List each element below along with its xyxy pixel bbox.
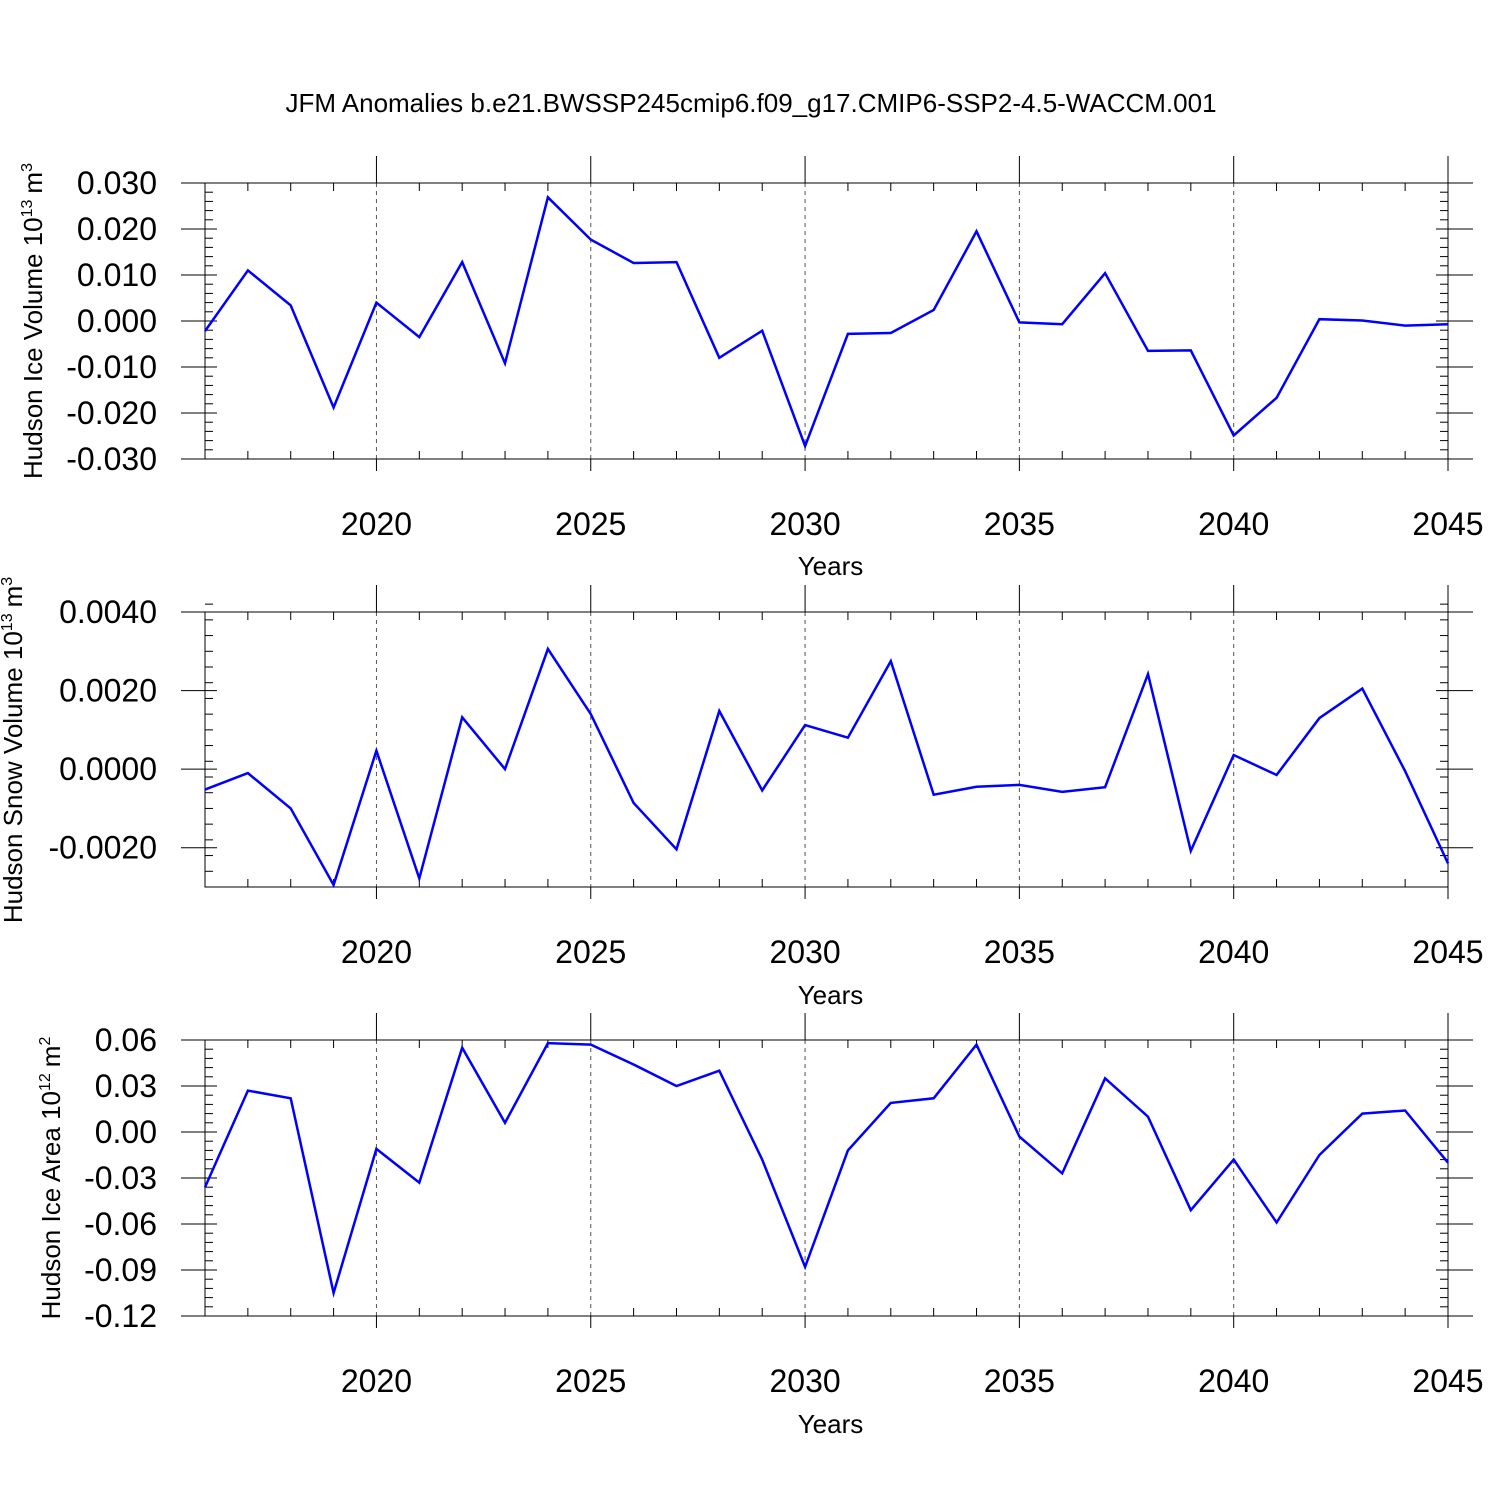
y-axis-title-text: Hudson Ice Volume 10	[18, 217, 48, 479]
x-tick-label: 2020	[341, 1363, 412, 1399]
y-axis-exponent: 13	[0, 613, 16, 631]
series-line	[203, 1041, 1449, 1298]
x-tick-label: 2040	[1198, 506, 1269, 542]
y-axis-unit-exponent: 2	[37, 1037, 54, 1046]
y-tick-label: 0.030	[77, 165, 157, 201]
y-axis-unit: m	[18, 172, 48, 194]
y-tick-label: 0.000	[77, 303, 157, 339]
y-axis-unit: m	[36, 1046, 66, 1068]
y-tick-label: 0.010	[77, 257, 157, 293]
y-axis-exponent: 12	[37, 1073, 54, 1091]
x-tick-label: 2030	[769, 934, 840, 970]
y-axis-title-text: Hudson Snow Volume 10	[0, 631, 28, 923]
panel-3: 2020 2025 2030 2035 2040 2045 0.06 0.03 0.00 -0.0…	[36, 1013, 1484, 1439]
y-tick-label: 0.0020	[59, 673, 157, 709]
x-tick-label: 2035	[984, 1363, 1055, 1399]
y-axis-unit-exponent: 3	[0, 577, 16, 586]
y-axis-unit-exponent: 3	[19, 163, 36, 172]
y-tick-label: 0.03	[95, 1068, 157, 1104]
plot-frame	[204, 182, 1449, 460]
x-axis-title: Years	[798, 551, 864, 581]
y-tick-label: -0.010	[66, 349, 157, 385]
y-tick-label: -0.0020	[48, 830, 157, 866]
x-tick-label: 2020	[341, 506, 412, 542]
y-tick-label: -0.12	[84, 1298, 157, 1334]
x-tick-label: 2030	[769, 1363, 840, 1399]
series-line	[204, 646, 1450, 889]
x-tick-label: 2040	[1198, 1363, 1269, 1399]
figure-title: JFM Anomalies b.e21.BWSSP245cmip6.f09_g1…	[285, 88, 1216, 118]
y-tick-label: -0.09	[84, 1252, 157, 1288]
y-axis-title: Hudson Ice Area 1012 m2	[36, 1037, 66, 1320]
x-tick-label: 2045	[1412, 934, 1483, 970]
x-tick-label: 2025	[555, 1363, 626, 1399]
y-tick-label: 0.020	[77, 211, 157, 247]
panel-1: 2020 2025 2030 2035 2040 2045 0.030 0.020 0.010 0…	[18, 156, 1484, 581]
panels: 2020 2025 2030 2035 2040 2045 0.030 0.020 0.010 0…	[0, 156, 1484, 1439]
y-axis-title-text: Hudson Ice Area 10	[36, 1091, 66, 1319]
y-axis-unit: m	[0, 586, 28, 608]
x-axis-title: Years	[798, 1409, 864, 1439]
y-tick-label: -0.020	[66, 395, 157, 431]
y-axis-exponent: 13	[19, 199, 36, 217]
y-tick-label: 0.00	[95, 1114, 157, 1150]
y-axis-title: Hudson Ice Volume 1013 m3	[18, 163, 48, 479]
x-tick-label: 2035	[984, 506, 1055, 542]
x-axis-title: Years	[798, 980, 864, 1010]
plot-frame	[204, 1039, 1449, 1317]
x-tick-label: 2040	[1198, 934, 1269, 970]
x-tick-label: 2025	[555, 934, 626, 970]
y-tick-label: -0.03	[84, 1160, 157, 1196]
x-tick-label: 2035	[984, 934, 1055, 970]
y-tick-label: -0.06	[84, 1206, 157, 1242]
plot-frame	[204, 611, 1449, 888]
x-tick-label: 2020	[341, 934, 412, 970]
x-tick-label: 2045	[1412, 506, 1483, 542]
y-tick-label: 0.0000	[59, 751, 157, 787]
x-tick-label: 2025	[555, 506, 626, 542]
y-tick-label: 0.06	[95, 1022, 157, 1058]
y-tick-label: -0.030	[66, 441, 157, 477]
x-tick-label: 2030	[769, 506, 840, 542]
panel-2: 2020 2025 2030 2035 2040 2045 0.0040 0.0020 0.00…	[0, 577, 1484, 1010]
y-axis-title: Hudson Snow Volume 1013 m3	[0, 577, 28, 923]
series-line	[203, 194, 1449, 450]
x-tick-label: 2045	[1412, 1363, 1483, 1399]
y-tick-label: 0.0040	[59, 594, 157, 630]
